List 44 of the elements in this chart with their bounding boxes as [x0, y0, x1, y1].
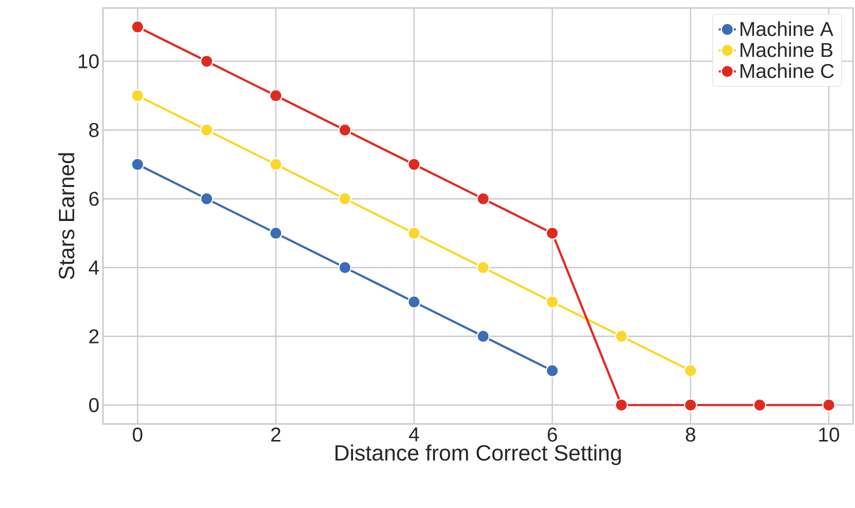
legend-label: Machine B [740, 42, 832, 58]
y-tick-label: 8 [89, 122, 99, 138]
point [614, 330, 628, 343]
point [407, 158, 421, 172]
x-tick-label: 0 [132, 428, 142, 442]
point [338, 192, 352, 206]
point [614, 398, 628, 412]
point [546, 226, 559, 240]
point [684, 364, 698, 378]
y-tick-label: 10 [78, 54, 99, 68]
y-tick-label: 2 [89, 329, 98, 344]
y-tick-label: 4 [88, 260, 99, 274]
point [476, 260, 490, 274]
x-axis-title: Distance from Correct Setting [336, 444, 621, 466]
point [130, 20, 144, 34]
point [546, 295, 559, 309]
x-tick-label: 10 [819, 428, 840, 442]
point [684, 398, 698, 412]
point [753, 398, 766, 412]
point [269, 158, 282, 172]
x-tick-label: 4 [408, 428, 420, 442]
point [130, 89, 144, 102]
x-tick-label: 2 [271, 428, 280, 442]
point [130, 158, 144, 172]
point [407, 295, 421, 309]
point [338, 123, 352, 137]
point [269, 89, 282, 102]
point [269, 226, 282, 240]
point [546, 364, 559, 378]
point [200, 123, 214, 137]
point [200, 192, 214, 206]
y-tick-label: 0 [89, 398, 99, 412]
point [822, 398, 836, 412]
y-tick-label: 6 [89, 192, 99, 206]
point [476, 192, 490, 206]
point [338, 260, 352, 274]
x-tick-label: 6 [548, 428, 557, 442]
x-tick-label: 8 [686, 428, 696, 442]
y-axis-title: Stars Earned [58, 153, 74, 280]
point [200, 54, 214, 68]
legend-label: Machine A [740, 21, 834, 36]
legend-label: Machine C [740, 63, 834, 78]
point [476, 330, 490, 343]
point [407, 226, 421, 240]
